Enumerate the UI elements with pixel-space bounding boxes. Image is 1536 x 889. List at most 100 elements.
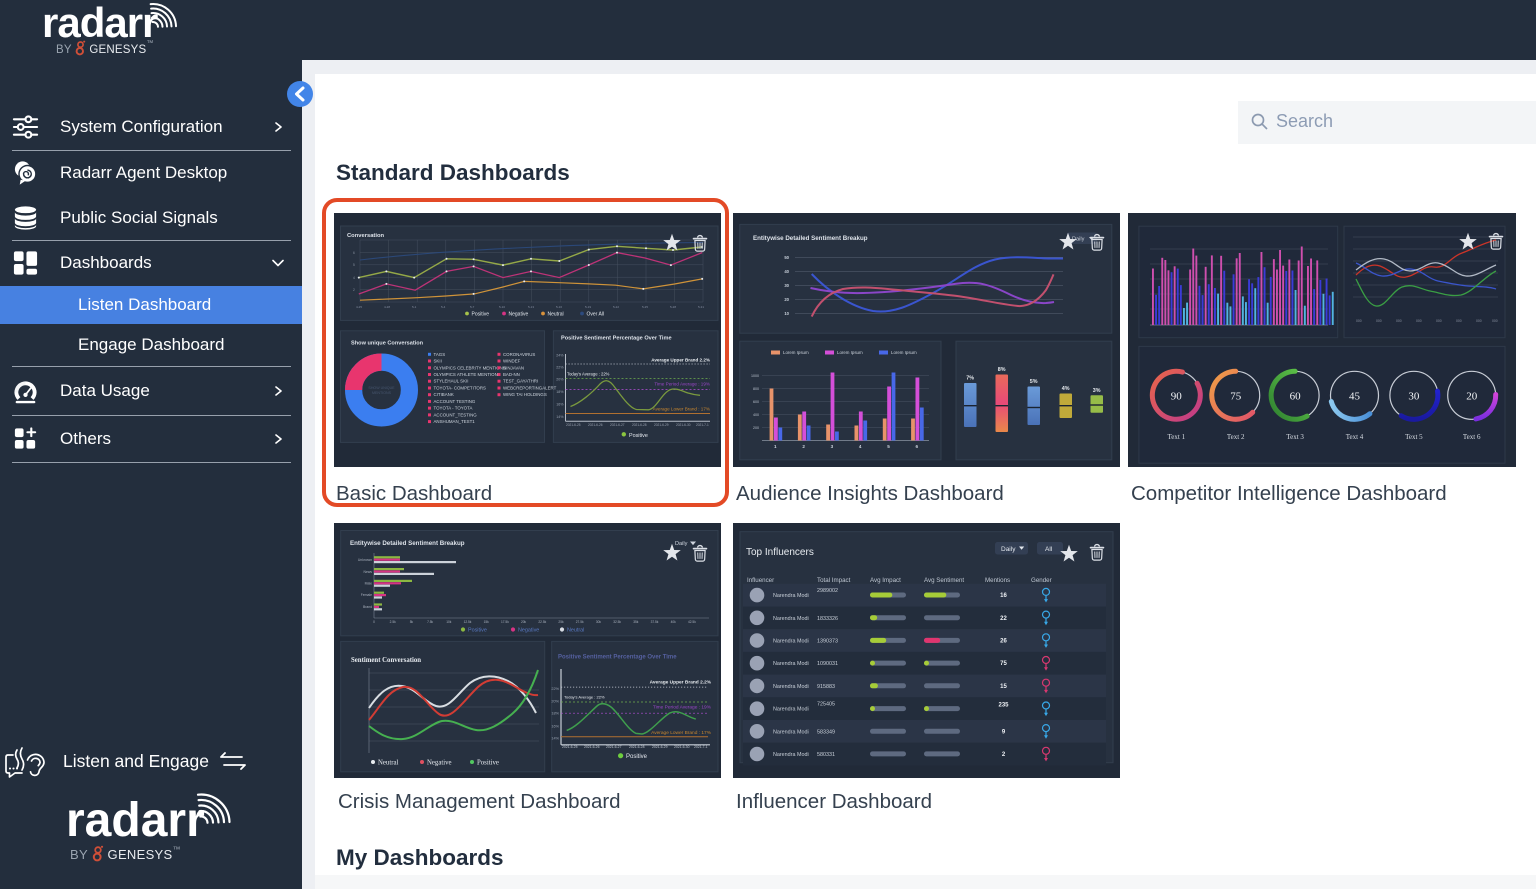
svg-text:Positive: Positive (626, 754, 648, 760)
svg-text:News: News (364, 570, 373, 574)
svg-text:50: 50 (784, 255, 789, 260)
svg-text:Time Period Average : 19%: Time Period Average : 19% (654, 382, 710, 387)
svg-text:40: 40 (784, 269, 789, 274)
svg-text:3%: 3% (1093, 388, 1101, 394)
svg-text:2021-6-28: 2021-6-28 (629, 745, 645, 749)
svg-text:2989002: 2989002 (817, 588, 838, 594)
svg-text:15: 15 (1000, 684, 1007, 690)
svg-text:2021-6-25: 2021-6-25 (562, 745, 578, 749)
svg-text:Negative: Negative (509, 311, 529, 317)
svg-text:5-7: 5-7 (470, 305, 475, 309)
svg-text:Average Lower Brand : 17%: Average Lower Brand : 17% (653, 407, 710, 412)
svg-text:ANSHUMAN_TEST1: ANSHUMAN_TEST1 (434, 419, 476, 424)
svg-text:2021-6-26: 2021-6-26 (588, 423, 603, 427)
svg-text:Daily: Daily (675, 541, 688, 547)
svg-text:400: 400 (753, 413, 759, 417)
svg-text:Positive: Positive (629, 433, 648, 439)
svg-text:OLYMPICS ATHLETE MENTIONS: OLYMPICS ATHLETE MENTIONS (434, 372, 501, 377)
svg-text:24%: 24% (556, 354, 564, 358)
svg-text:16: 16 (1000, 593, 1007, 599)
svg-text:7%: 7% (966, 376, 974, 382)
svg-text:12.5k: 12.5k (464, 620, 472, 624)
svg-text:2021-6-27: 2021-6-27 (610, 423, 625, 427)
svg-text:Daily: Daily (1001, 546, 1016, 553)
svg-text:Text 4: Text 4 (1346, 433, 1364, 441)
svg-text:Positive Sentiment Percentage: Positive Sentiment Percentage Over Time (558, 655, 677, 661)
svg-text:TEST_GAYATHRI: TEST_GAYATHRI (503, 379, 538, 384)
svg-text:30k: 30k (596, 620, 602, 624)
svg-text:16%: 16% (556, 403, 564, 407)
svg-text:2021-6-30: 2021-6-30 (674, 745, 690, 749)
svg-text:Narendra Modi: Narendra Modi (773, 707, 809, 713)
svg-text:Narendra Modi: Narendra Modi (773, 684, 809, 690)
svg-text:20: 20 (784, 297, 789, 302)
svg-text:200: 200 (753, 426, 759, 430)
svg-text:Today's Average : 22%: Today's Average : 22% (564, 695, 605, 700)
svg-text:Unknown: Unknown (358, 558, 372, 562)
svg-text:27.5k: 27.5k (576, 620, 584, 624)
svg-text:2: 2 (802, 444, 805, 449)
svg-text:5-22: 5-22 (613, 305, 619, 309)
svg-text:Female: Female (361, 593, 372, 597)
svg-text:Lorem Ipsum: Lorem Ipsum (891, 350, 917, 355)
svg-text:Narendra Modi: Narendra Modi (773, 752, 809, 758)
svg-text:18%: 18% (556, 390, 564, 394)
svg-text:10k: 10k (446, 620, 452, 624)
svg-text:60: 60 (1290, 390, 1302, 402)
svg-text:5-13: 5-13 (528, 305, 534, 309)
svg-text:Positive: Positive (468, 628, 487, 634)
svg-text:17.5k: 17.5k (501, 620, 509, 624)
svg-text:2021-6-27: 2021-6-27 (606, 745, 622, 749)
svg-text:2021-6-25: 2021-6-25 (566, 423, 581, 427)
svg-text:915883: 915883 (817, 684, 835, 690)
svg-text:20k: 20k (521, 620, 527, 624)
svg-text:Top Influencers: Top Influencers (746, 547, 814, 558)
svg-text:16%: 16% (551, 725, 559, 729)
svg-text:Narendra Modi: Narendra Modi (773, 616, 809, 622)
svg-text:SHOW UNIQUE: SHOW UNIQUE (368, 386, 395, 390)
svg-text:Neutral: Neutral (548, 311, 564, 317)
svg-text:All: All (1045, 546, 1053, 553)
svg-text:Lorem Ipsum: Lorem Ipsum (783, 350, 809, 355)
svg-text:Total Impact: Total Impact (817, 577, 851, 584)
svg-text:Text 1: Text 1 (1168, 433, 1186, 441)
svg-text:Show unique Conversation: Show unique Conversation (351, 341, 424, 347)
svg-text:000: 000 (1396, 319, 1402, 323)
svg-text:20%: 20% (551, 700, 559, 704)
svg-text:000: 000 (1416, 319, 1422, 323)
svg-text:000: 000 (1476, 319, 1482, 323)
svg-text:90: 90 (1171, 390, 1183, 402)
svg-text:22%: 22% (551, 687, 559, 691)
svg-text:14%: 14% (551, 737, 559, 741)
svg-text:Text 3: Text 3 (1286, 433, 1304, 441)
svg-text:5k: 5k (410, 620, 414, 624)
svg-text:2: 2 (1002, 752, 1006, 758)
svg-text:583349: 583349 (817, 729, 835, 735)
svg-text:ACCOUNT_TESTING: ACCOUNT_TESTING (434, 412, 478, 417)
svg-text:Positive: Positive (472, 311, 490, 317)
svg-text:Entitywise Detailed Sentiment: Entitywise Detailed Sentiment Breakup (753, 235, 868, 242)
svg-text:Narendra Modi: Narendra Modi (773, 639, 809, 645)
svg-text:25k: 25k (558, 620, 564, 624)
svg-text:600: 600 (753, 400, 759, 404)
svg-text:20: 20 (1466, 390, 1478, 402)
svg-text:22: 22 (1000, 616, 1007, 622)
svg-text:4-28: 4-28 (384, 305, 390, 309)
svg-text:Avg Sentiment: Avg Sentiment (924, 577, 964, 584)
svg-text:Text 5: Text 5 (1405, 433, 1423, 441)
svg-text:2021-6-30: 2021-6-30 (676, 423, 691, 427)
svg-text:4%: 4% (1062, 386, 1070, 392)
svg-text:20%: 20% (556, 378, 564, 382)
svg-text:ACCOUNT TESTING: ACCOUNT TESTING (434, 399, 476, 404)
svg-text:BAD-NN: BAD-NN (503, 372, 520, 377)
svg-text:1390373: 1390373 (817, 639, 838, 645)
svg-text:6: 6 (353, 251, 355, 255)
svg-text:Positive Sentiment Percentage: Positive Sentiment Percentage Over Time (561, 336, 672, 342)
svg-text:9: 9 (1002, 729, 1006, 735)
svg-text:2.5k: 2.5k (390, 620, 396, 624)
svg-text:800: 800 (753, 387, 759, 391)
svg-text:8%: 8% (998, 367, 1006, 373)
svg-text:22%: 22% (556, 366, 564, 370)
svg-text:2: 2 (353, 288, 355, 292)
svg-text:37.5k: 37.5k (651, 620, 659, 624)
